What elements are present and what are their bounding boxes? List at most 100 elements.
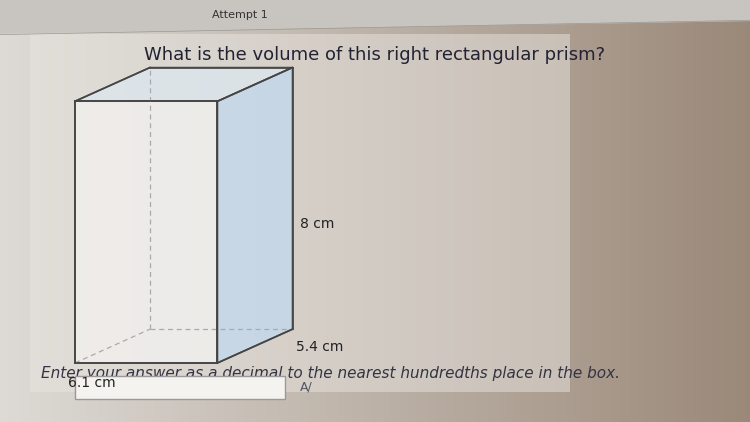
Bar: [26, 0, 31, 422]
Bar: [671, 0, 676, 422]
Bar: [330, 0, 334, 422]
Bar: [390, 0, 394, 422]
Bar: [300, 0, 304, 422]
Bar: [394, 0, 398, 422]
Bar: [427, 0, 432, 422]
Bar: [660, 0, 664, 422]
Bar: [566, 0, 571, 422]
Bar: [641, 0, 646, 422]
Bar: [682, 0, 687, 422]
Bar: [382, 0, 387, 422]
Polygon shape: [217, 68, 292, 363]
Bar: [450, 0, 454, 422]
Bar: [716, 0, 721, 422]
Bar: [30, 0, 34, 422]
Bar: [364, 0, 368, 422]
Bar: [480, 0, 484, 422]
Bar: [469, 0, 473, 422]
Bar: [158, 0, 162, 422]
Bar: [41, 0, 46, 422]
Bar: [289, 0, 293, 422]
Bar: [529, 0, 533, 422]
Text: Enter your answer as a decimal to the nearest hundredths place in the box.: Enter your answer as a decimal to the ne…: [41, 366, 620, 381]
Bar: [109, 0, 113, 422]
Bar: [98, 0, 102, 422]
Bar: [615, 0, 620, 422]
Bar: [698, 0, 702, 422]
Bar: [622, 0, 627, 422]
Bar: [278, 0, 282, 422]
Bar: [739, 0, 743, 422]
Bar: [525, 0, 530, 422]
Bar: [229, 0, 233, 422]
Bar: [244, 0, 248, 422]
Bar: [405, 0, 410, 422]
Bar: [439, 0, 443, 422]
Bar: [176, 0, 181, 422]
Bar: [701, 0, 706, 422]
Bar: [679, 0, 683, 422]
Bar: [315, 0, 320, 422]
Polygon shape: [75, 101, 217, 363]
Bar: [11, 0, 16, 422]
Bar: [705, 0, 710, 422]
Bar: [686, 0, 691, 422]
Bar: [413, 0, 417, 422]
Bar: [79, 0, 83, 422]
Bar: [540, 0, 544, 422]
Bar: [120, 0, 124, 422]
Bar: [709, 0, 713, 422]
Bar: [296, 0, 301, 422]
Bar: [630, 0, 634, 422]
Bar: [360, 0, 364, 422]
Bar: [53, 0, 57, 422]
Bar: [604, 0, 608, 422]
Bar: [128, 0, 132, 422]
Bar: [135, 0, 140, 422]
Bar: [338, 0, 342, 422]
Bar: [398, 0, 402, 422]
Bar: [435, 0, 439, 422]
Bar: [165, 0, 170, 422]
Bar: [49, 0, 53, 422]
Bar: [251, 0, 256, 422]
Bar: [116, 0, 121, 422]
Bar: [285, 0, 290, 422]
Bar: [8, 0, 12, 422]
Text: Attempt 1: Attempt 1: [212, 10, 268, 20]
Bar: [724, 0, 728, 422]
Bar: [611, 0, 616, 422]
Bar: [375, 0, 380, 422]
Bar: [420, 0, 424, 422]
Bar: [401, 0, 406, 422]
Bar: [19, 0, 23, 422]
Bar: [638, 0, 642, 422]
Bar: [596, 0, 601, 422]
Bar: [60, 0, 64, 422]
Bar: [551, 0, 556, 422]
Bar: [503, 0, 507, 422]
Bar: [225, 0, 230, 422]
Bar: [188, 0, 192, 422]
Bar: [514, 0, 518, 422]
Bar: [728, 0, 732, 422]
Bar: [34, 0, 38, 422]
Bar: [379, 0, 383, 422]
Bar: [311, 0, 316, 422]
Bar: [461, 0, 466, 422]
Bar: [458, 0, 462, 422]
Bar: [619, 0, 623, 422]
Bar: [634, 0, 638, 422]
Bar: [499, 0, 503, 422]
Bar: [146, 0, 151, 422]
Bar: [169, 0, 173, 422]
Bar: [694, 0, 698, 422]
Bar: [90, 0, 94, 422]
Bar: [675, 0, 680, 422]
Bar: [292, 0, 297, 422]
Bar: [585, 0, 590, 422]
Bar: [274, 0, 278, 422]
Bar: [476, 0, 481, 422]
Bar: [248, 0, 252, 422]
Bar: [304, 0, 308, 422]
